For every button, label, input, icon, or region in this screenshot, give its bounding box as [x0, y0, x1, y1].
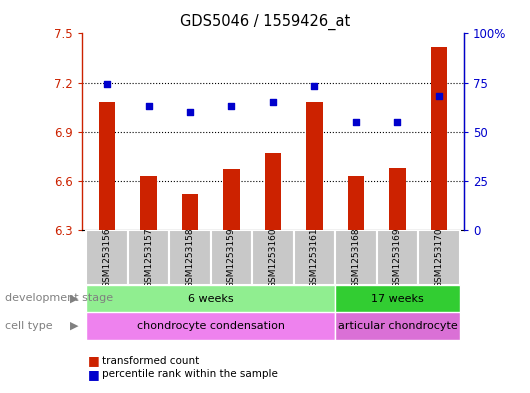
Text: articular chondrocyte: articular chondrocyte	[338, 321, 457, 331]
Bar	[140, 176, 157, 230]
Text: GSM1253161: GSM1253161	[310, 227, 319, 288]
Bar	[86, 312, 335, 340]
Bar	[169, 230, 211, 285]
Text: transformed count: transformed count	[102, 356, 199, 366]
Text: GSM1253170: GSM1253170	[435, 227, 444, 288]
Bar	[348, 176, 364, 230]
Point	[103, 81, 111, 88]
Text: development stage: development stage	[5, 293, 113, 303]
Bar	[418, 230, 460, 285]
Bar	[86, 285, 335, 312]
Text: GDS5046 / 1559426_at: GDS5046 / 1559426_at	[180, 14, 350, 30]
Text: cell type: cell type	[5, 321, 53, 331]
Bar	[335, 285, 460, 312]
Point	[144, 103, 153, 109]
Text: 6 weeks: 6 weeks	[188, 294, 234, 304]
Text: GSM1253169: GSM1253169	[393, 227, 402, 288]
Point	[435, 93, 443, 99]
Text: percentile rank within the sample: percentile rank within the sample	[102, 369, 278, 379]
Text: ▶: ▶	[70, 293, 78, 303]
Bar	[335, 230, 377, 285]
Text: GSM1253158: GSM1253158	[186, 227, 195, 288]
Bar	[264, 153, 281, 230]
Text: ■: ■	[87, 354, 99, 367]
Bar	[377, 230, 418, 285]
Bar	[430, 46, 447, 230]
Text: ■: ■	[87, 367, 99, 381]
Point	[186, 109, 194, 115]
Point	[310, 83, 319, 90]
Bar	[211, 230, 252, 285]
Bar	[223, 169, 240, 230]
Bar	[306, 102, 323, 230]
Text: GSM1253168: GSM1253168	[351, 227, 360, 288]
Text: 17 weeks: 17 weeks	[371, 294, 424, 304]
Bar	[389, 168, 405, 230]
Bar	[182, 194, 198, 230]
Text: GSM1253157: GSM1253157	[144, 227, 153, 288]
Text: GSM1253156: GSM1253156	[102, 227, 111, 288]
Bar	[294, 230, 335, 285]
Bar	[128, 230, 169, 285]
Text: GSM1253160: GSM1253160	[269, 227, 277, 288]
Bar	[335, 312, 460, 340]
Point	[269, 99, 277, 105]
Bar	[252, 230, 294, 285]
Point	[352, 119, 360, 125]
Text: GSM1253159: GSM1253159	[227, 227, 236, 288]
Text: ▶: ▶	[70, 321, 78, 331]
Point	[227, 103, 236, 109]
Text: chondrocyte condensation: chondrocyte condensation	[137, 321, 285, 331]
Bar	[86, 230, 128, 285]
Bar	[99, 102, 116, 230]
Point	[393, 119, 402, 125]
